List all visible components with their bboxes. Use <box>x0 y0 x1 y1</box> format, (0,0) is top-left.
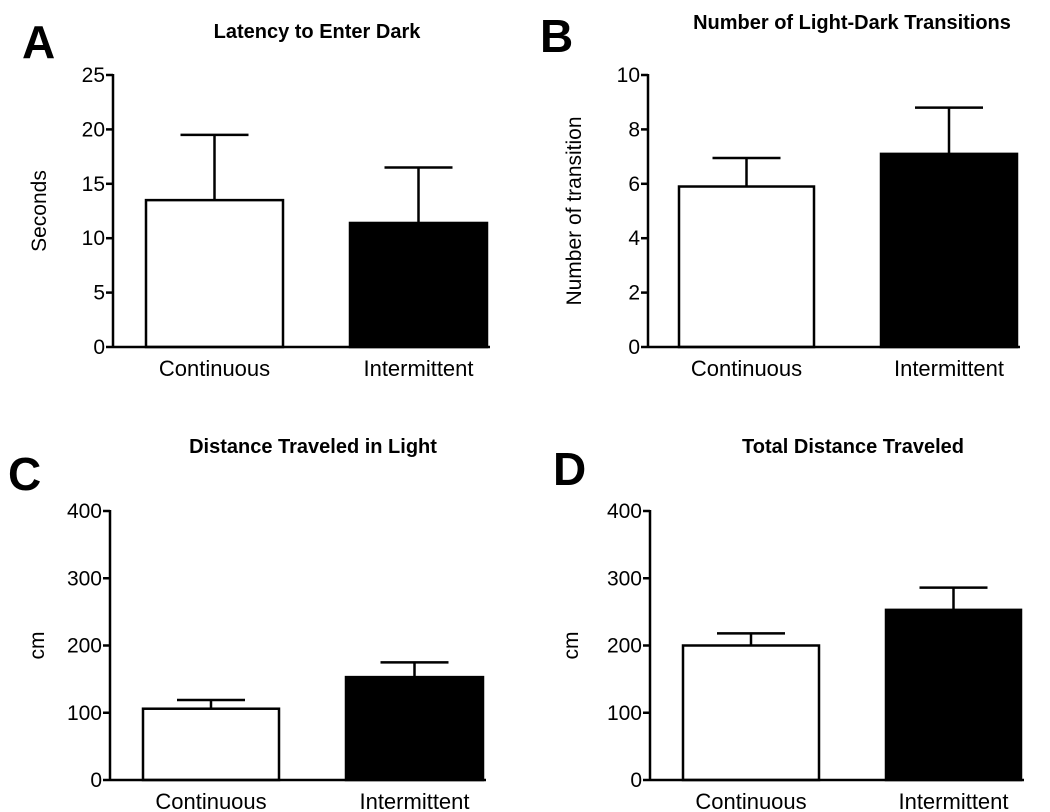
chart-b-panel-letter: B <box>540 10 573 62</box>
chart-b-y-tick-label: 8 <box>628 118 640 141</box>
chart-d-y-axis-label: cm <box>560 632 583 660</box>
chart-d-y-tick-label: 100 <box>607 702 642 725</box>
chart-a-panel: A Latency to Enter Dark Seconds 0 5 10 15 20 25 C… <box>22 16 490 381</box>
chart-d-bar-intermittent <box>886 610 1021 780</box>
chart-c-title: Distance Traveled in Light <box>189 436 437 458</box>
chart-c-y-tick-label: 300 <box>67 567 102 590</box>
chart-b-category-label-continuous: Continuous <box>691 356 802 381</box>
chart-b-y-tick-label: 4 <box>628 227 640 250</box>
chart-a-y-tick-label: 10 <box>82 227 105 250</box>
chart-d-y-tick-label: 0 <box>630 769 642 792</box>
chart-d-category-label-continuous: Continuous <box>695 789 806 812</box>
chart-a-y-tick-label: 0 <box>93 336 105 359</box>
chart-d-y-tick-label: 400 <box>607 500 642 523</box>
chart-a-y-axis-label: Seconds <box>28 170 51 252</box>
chart-a-category-label-intermittent: Intermittent <box>363 356 473 381</box>
chart-a-title: Latency to Enter Dark <box>214 21 422 43</box>
chart-a-y-tick-label: 20 <box>82 118 105 141</box>
chart-d-category-label-intermittent: Intermittent <box>898 789 1008 812</box>
chart-c-bar-intermittent <box>346 677 483 780</box>
chart-b-y-tick-label: 2 <box>628 282 640 305</box>
chart-a-y-tick-label: 25 <box>82 64 105 87</box>
chart-c-panel: C Distance Traveled in Light cm 0 100 200 300 4… <box>8 436 486 812</box>
chart-b-y-axis-label: Number of transition <box>563 116 586 305</box>
chart-d-title: Total Distance Traveled <box>742 436 964 458</box>
chart-b-bar-continuous <box>679 187 814 347</box>
chart-c-y-tick-label: 200 <box>67 635 102 658</box>
chart-b-y-tick-label: 0 <box>628 336 640 359</box>
chart-a-y-tick-label: 15 <box>82 173 105 196</box>
chart-a-bar-continuous <box>146 200 283 347</box>
chart-a-panel-letter: A <box>22 16 55 68</box>
chart-b-panel: B Number of Light-Dark Transitions Number … <box>540 10 1020 381</box>
chart-c-category-label-continuous: Continuous <box>155 789 266 812</box>
chart-c-y-tick-label: 400 <box>67 500 102 523</box>
chart-b-title: Number of Light-Dark Transitions <box>693 12 1011 34</box>
chart-b-y-tick-label: 10 <box>617 64 640 87</box>
chart-a-y-tick-label: 5 <box>93 282 105 305</box>
chart-d-panel-letter: D <box>553 443 586 495</box>
chart-b-y-tick-label: 6 <box>628 173 640 196</box>
chart-d-panel: D Total Distance Traveled cm 0 100 200 300 400 C… <box>553 436 1024 812</box>
chart-c-category-label-intermittent: Intermittent <box>359 789 469 812</box>
chart-d-y-tick-label: 200 <box>607 635 642 658</box>
chart-a-category-label-continuous: Continuous <box>159 356 270 381</box>
chart-b-bar-intermittent <box>881 154 1017 347</box>
chart-c-bar-continuous <box>143 709 279 780</box>
chart-d-bar-continuous <box>683 646 819 781</box>
chart-c-y-tick-label: 100 <box>67 702 102 725</box>
chart-d-y-tick-label: 300 <box>607 567 642 590</box>
chart-a-bar-intermittent <box>350 223 487 347</box>
chart-b-category-label-intermittent: Intermittent <box>894 356 1004 381</box>
chart-c-y-tick-label: 0 <box>90 769 102 792</box>
chart-c-panel-letter: C <box>8 448 41 500</box>
chart-c-y-axis-label: cm <box>26 632 49 660</box>
